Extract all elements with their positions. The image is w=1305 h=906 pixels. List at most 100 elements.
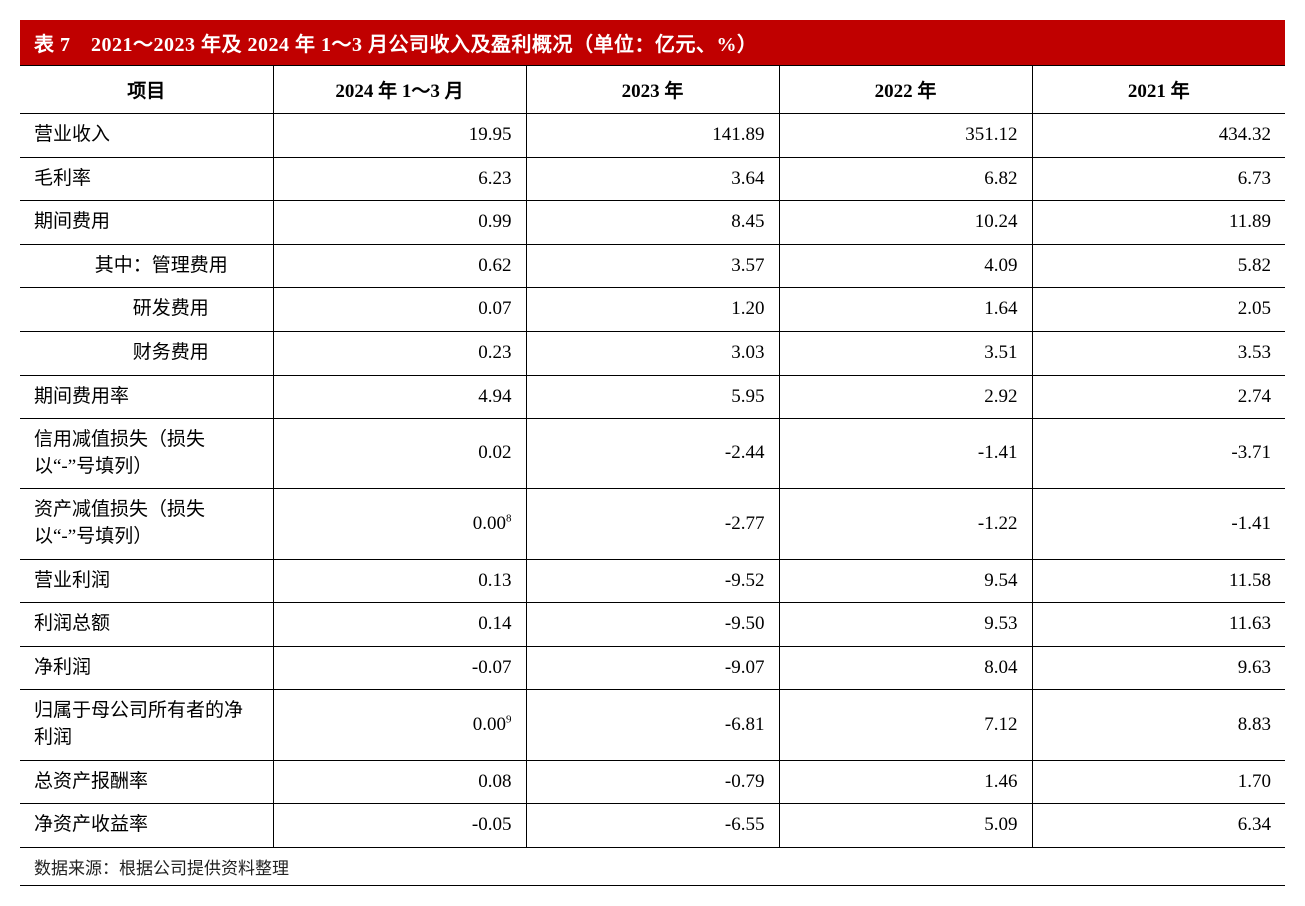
cell-value: -9.52 [526, 559, 779, 603]
cell-value: 8.83 [1032, 690, 1285, 760]
row-label: 总资产报酬率 [20, 760, 273, 804]
cell-value: 9.54 [779, 559, 1032, 603]
cell-value: 9.63 [1032, 646, 1285, 690]
cell-value: 11.58 [1032, 559, 1285, 603]
table-row: 归属于母公司所有者的净利润0.009-6.817.128.83 [20, 690, 1285, 760]
table-row: 净利润-0.07-9.078.049.63 [20, 646, 1285, 690]
cell-value: 351.12 [779, 114, 1032, 158]
cell-value: -0.07 [273, 646, 526, 690]
cell-value: 10.24 [779, 201, 1032, 245]
cell-value: 1.64 [779, 288, 1032, 332]
cell-value: 5.09 [779, 804, 1032, 848]
row-label: 归属于母公司所有者的净利润 [20, 690, 273, 760]
row-label: 净利润 [20, 646, 273, 690]
table-row: 毛利率6.233.646.826.73 [20, 157, 1285, 201]
cell-value: -3.71 [1032, 419, 1285, 489]
row-label: 营业利润 [20, 559, 273, 603]
table-header-row: 项目 2024 年 1～3 月 2023 年 2022 年 2021 年 [20, 66, 1285, 114]
cell-value: -1.22 [779, 489, 1032, 559]
cell-value: -9.07 [526, 646, 779, 690]
table-title-row: 表 7 2021～2023 年及 2024 年 1～3 月公司收入及盈利概况（单… [20, 20, 1285, 66]
table-row: 研发费用0.071.201.642.05 [20, 288, 1285, 332]
cell-value: 1.46 [779, 760, 1032, 804]
cell-value: 9.53 [779, 603, 1032, 647]
table-row: 营业利润0.13-9.529.5411.58 [20, 559, 1285, 603]
cell-value: 0.14 [273, 603, 526, 647]
col-header-2021: 2021 年 [1032, 66, 1285, 114]
cell-value: -1.41 [1032, 489, 1285, 559]
cell-value: 3.03 [526, 331, 779, 375]
col-header-item: 项目 [20, 66, 273, 114]
table-row: 营业收入19.95141.89351.12434.32 [20, 114, 1285, 158]
cell-value: -2.77 [526, 489, 779, 559]
cell-value: 0.008 [273, 489, 526, 559]
row-label: 期间费用率 [20, 375, 273, 419]
cell-value: 3.57 [526, 244, 779, 288]
cell-value: 11.63 [1032, 603, 1285, 647]
cell-value: 0.23 [273, 331, 526, 375]
cell-value: 3.64 [526, 157, 779, 201]
cell-value: 19.95 [273, 114, 526, 158]
row-label: 净资产收益率 [20, 804, 273, 848]
cell-value: 6.73 [1032, 157, 1285, 201]
cell-value: 4.09 [779, 244, 1032, 288]
table-source-row: 数据来源：根据公司提供资料整理 [20, 847, 1285, 885]
table-row: 其中：管理费用0.623.574.095.82 [20, 244, 1285, 288]
row-label: 研发费用 [20, 288, 273, 332]
col-header-2022: 2022 年 [779, 66, 1032, 114]
cell-value: 0.62 [273, 244, 526, 288]
cell-value: 2.05 [1032, 288, 1285, 332]
table-row: 净资产收益率-0.05-6.555.096.34 [20, 804, 1285, 848]
table-title: 表 7 2021～2023 年及 2024 年 1～3 月公司收入及盈利概况（单… [20, 20, 1285, 66]
row-label: 资产减值损失（损失以“-”号填列） [20, 489, 273, 559]
cell-value: 0.08 [273, 760, 526, 804]
cell-value: 8.45 [526, 201, 779, 245]
table-row: 总资产报酬率0.08-0.791.461.70 [20, 760, 1285, 804]
cell-value: -9.50 [526, 603, 779, 647]
row-label: 财务费用 [20, 331, 273, 375]
cell-value: 5.82 [1032, 244, 1285, 288]
cell-value: 3.51 [779, 331, 1032, 375]
cell-value: -0.05 [273, 804, 526, 848]
row-label: 利润总额 [20, 603, 273, 647]
row-label: 其中：管理费用 [20, 244, 273, 288]
cell-value: 0.99 [273, 201, 526, 245]
cell-value: -1.41 [779, 419, 1032, 489]
cell-value: 2.92 [779, 375, 1032, 419]
table-row: 期间费用0.998.4510.2411.89 [20, 201, 1285, 245]
cell-value: 6.34 [1032, 804, 1285, 848]
cell-value: 8.04 [779, 646, 1032, 690]
table-row: 利润总额0.14-9.509.5311.63 [20, 603, 1285, 647]
table-row: 期间费用率4.945.952.922.74 [20, 375, 1285, 419]
cell-value: 11.89 [1032, 201, 1285, 245]
row-label: 毛利率 [20, 157, 273, 201]
cell-value: 4.94 [273, 375, 526, 419]
table-row: 信用减值损失（损失以“-”号填列）0.02-2.44-1.41-3.71 [20, 419, 1285, 489]
row-label: 期间费用 [20, 201, 273, 245]
cell-value: -0.79 [526, 760, 779, 804]
cell-value: 0.13 [273, 559, 526, 603]
table-body: 营业收入19.95141.89351.12434.32毛利率6.233.646.… [20, 114, 1285, 848]
cell-value: -6.81 [526, 690, 779, 760]
cell-value: -2.44 [526, 419, 779, 489]
row-label: 信用减值损失（损失以“-”号填列） [20, 419, 273, 489]
cell-value: 141.89 [526, 114, 779, 158]
cell-value: 6.82 [779, 157, 1032, 201]
cell-value: 1.20 [526, 288, 779, 332]
cell-value: 5.95 [526, 375, 779, 419]
row-label: 营业收入 [20, 114, 273, 158]
cell-value: 0.02 [273, 419, 526, 489]
cell-value: 2.74 [1032, 375, 1285, 419]
cell-value: 3.53 [1032, 331, 1285, 375]
col-header-q1-2024: 2024 年 1～3 月 [273, 66, 526, 114]
cell-value: 1.70 [1032, 760, 1285, 804]
cell-value: 0.07 [273, 288, 526, 332]
cell-value: 434.32 [1032, 114, 1285, 158]
table-row: 财务费用0.233.033.513.53 [20, 331, 1285, 375]
table-row: 资产减值损失（损失以“-”号填列）0.008-2.77-1.22-1.41 [20, 489, 1285, 559]
col-header-2023: 2023 年 [526, 66, 779, 114]
cell-value: 7.12 [779, 690, 1032, 760]
financial-table: 表 7 2021～2023 年及 2024 年 1～3 月公司收入及盈利概况（单… [20, 20, 1285, 886]
cell-value: -6.55 [526, 804, 779, 848]
table-source-note: 数据来源：根据公司提供资料整理 [20, 847, 1285, 885]
